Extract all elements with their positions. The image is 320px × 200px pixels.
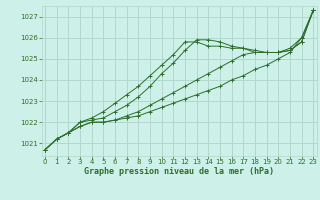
X-axis label: Graphe pression niveau de la mer (hPa): Graphe pression niveau de la mer (hPa)	[84, 167, 274, 176]
